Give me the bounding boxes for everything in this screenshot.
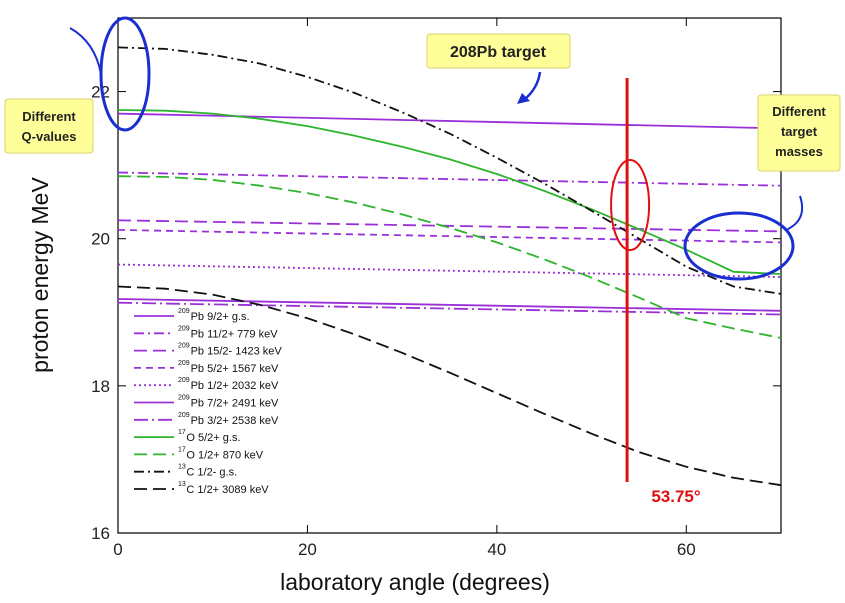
legend-entry: O 1/2+ 870 keV <box>186 449 263 461</box>
legend-isotope: 209 <box>178 377 190 384</box>
y-tick-label: 20 <box>91 230 110 249</box>
y-tick-label: 16 <box>91 524 110 543</box>
q-values-box <box>4 98 94 154</box>
series-line-10 <box>117 285 782 487</box>
q-values-connector <box>69 27 102 75</box>
legend-isotope: 13 <box>178 481 186 488</box>
legend-entry: C 1/2+ 3089 keV <box>186 484 269 496</box>
series-line-1 <box>117 171 782 187</box>
legend-isotope: 209 <box>178 395 190 402</box>
legend-entry: Pb 5/2+ 1567 keV <box>191 363 279 375</box>
series-line-7 <box>117 109 782 275</box>
x-axis-label: laboratory angle (degrees) <box>280 569 550 595</box>
target-callout-label: 208Pb target <box>450 44 547 61</box>
legend-isotope: 17 <box>178 446 186 453</box>
legend-isotope: 209 <box>178 325 190 332</box>
legend-entry: Pb 1/2+ 2032 keV <box>191 380 279 392</box>
series-line-9 <box>117 46 782 295</box>
legend-isotope: 17 <box>178 429 186 436</box>
q-values-label: Different <box>22 109 76 124</box>
y-tick-label: 22 <box>91 83 110 102</box>
legend-isotope: 209 <box>178 343 190 350</box>
masses-label: Different <box>772 104 826 119</box>
legend-isotope: 209 <box>178 412 190 419</box>
series-line-4 <box>117 263 782 278</box>
series-line-3 <box>117 229 782 244</box>
series-lines <box>117 46 782 487</box>
plot-frame <box>117 17 782 534</box>
target-callout-box <box>426 33 571 69</box>
legend-isotope: 13 <box>178 464 186 471</box>
masses-ellipse <box>683 211 795 281</box>
crossing-highlight-ellipse <box>610 159 651 251</box>
axis-ticks: 0 20 40 60 16 18 20 22 <box>91 18 781 559</box>
legend-entry: Pb 7/2+ 2491 keV <box>191 398 279 410</box>
x-tick-label: 20 <box>298 540 317 559</box>
x-tick-label: 40 <box>487 540 506 559</box>
masses-box <box>757 94 841 172</box>
legend-isotope: 209 <box>178 360 190 367</box>
legend-entry: O 5/2+ g.s. <box>186 432 240 444</box>
masses-label: target <box>781 124 818 139</box>
legend-entry: Pb 15/2- 1423 keV <box>191 346 283 358</box>
series-line-2 <box>117 219 782 233</box>
legend-entry: Pb 3/2+ 2538 keV <box>191 415 279 427</box>
series-line-6 <box>117 301 782 316</box>
legend-entry: C 1/2- g.s. <box>186 467 237 479</box>
legend-isotope: 209 <box>178 308 190 315</box>
masses-label: masses <box>775 144 823 159</box>
target-arrow-shaft <box>523 71 542 101</box>
series-line-8 <box>117 175 782 339</box>
angle-label: 53.75° <box>651 487 701 506</box>
masses-connector <box>785 195 804 231</box>
q-values-label: Q-values <box>22 129 77 144</box>
y-tick-label: 18 <box>91 377 110 396</box>
legend-entry: Pb 9/2+ g.s. <box>191 311 250 323</box>
series-line-5 <box>117 298 782 312</box>
x-tick-label: 0 <box>113 540 122 559</box>
y-axis-label: proton energy MeV <box>27 177 53 373</box>
legend-entry: Pb 11/2+ 779 keV <box>191 328 279 340</box>
x-tick-label: 60 <box>677 540 696 559</box>
annotations: 53.75° 208Pb target Different Q-values Diffe… <box>4 16 841 506</box>
series-line-0 <box>117 112 782 130</box>
target-arrow-head <box>517 93 530 104</box>
